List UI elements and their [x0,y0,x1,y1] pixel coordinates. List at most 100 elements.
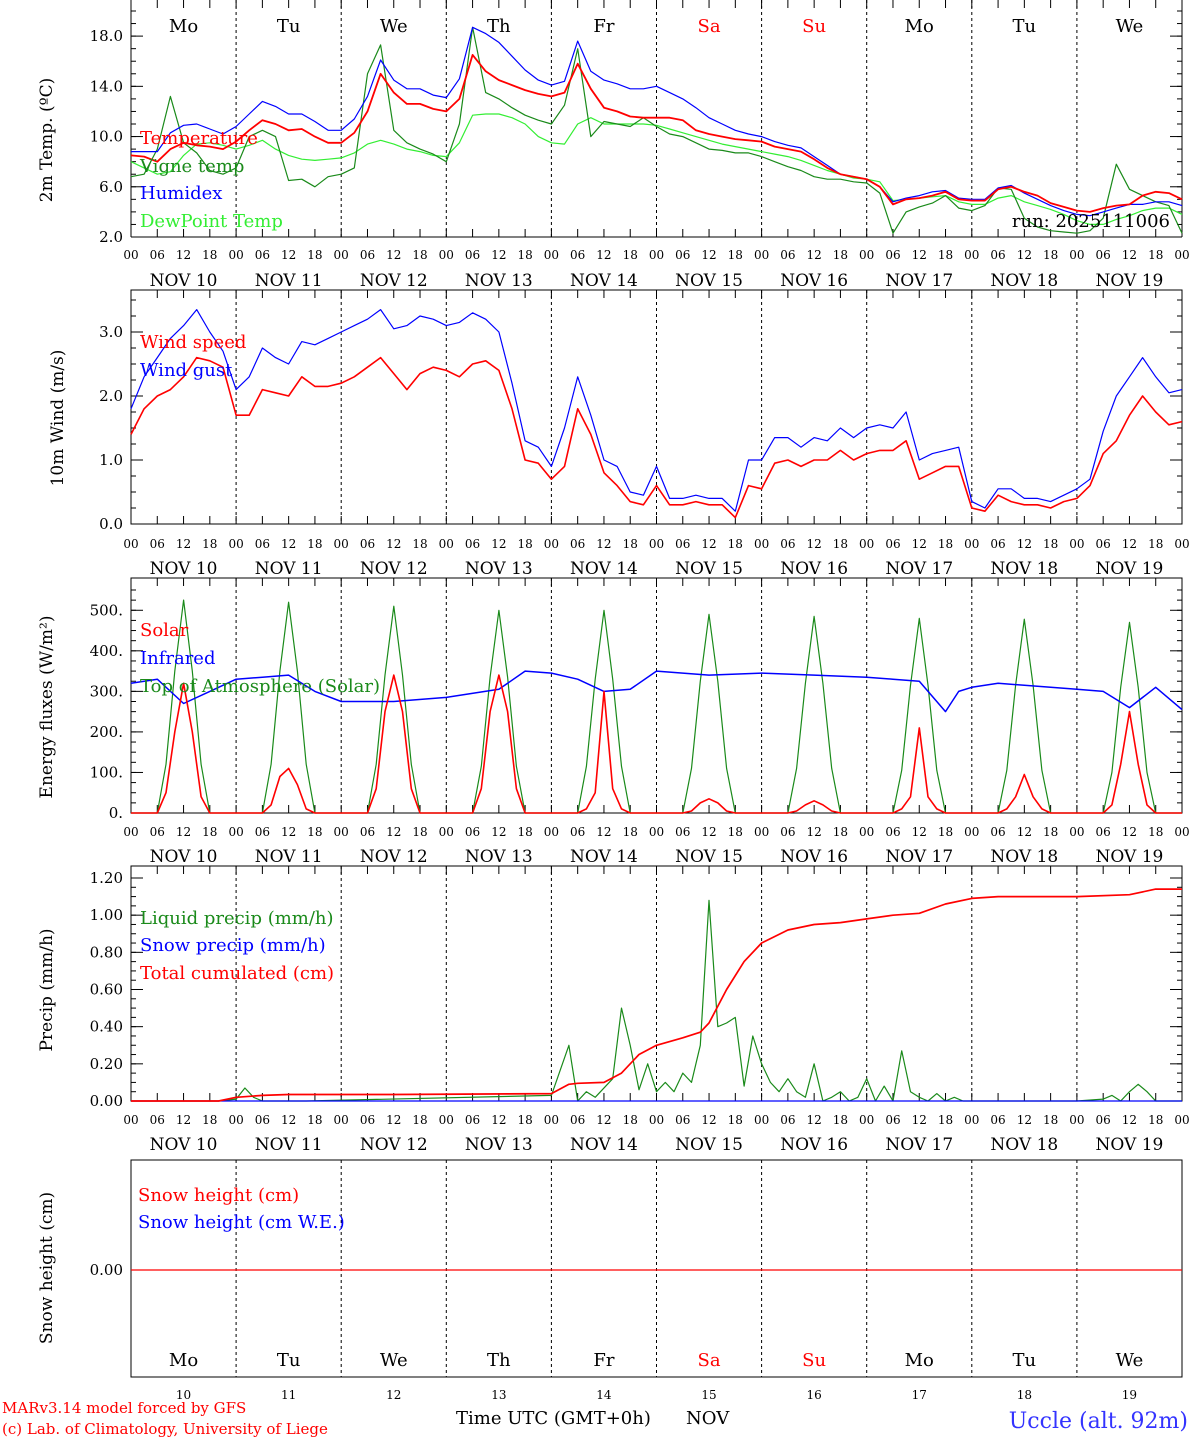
hour-label: 00 [1069,537,1084,551]
hour-label: 00 [544,825,559,839]
hour-label: 18 [833,825,848,839]
hour-label: 00 [439,248,454,262]
hour-label: 06 [360,537,375,551]
hour-label: 12 [1017,537,1032,551]
y-tick-label: 500. [90,601,123,619]
hour-label: 06 [780,537,795,551]
temperature-panel: 2.0 6.0 10.0 14.0 18.0 2m Temp. (ºC) Tempera… [37,0,1183,246]
weekday-label: We [380,1350,408,1371]
hour-label: 12 [1122,825,1137,839]
weekday-label: We [380,16,408,37]
hour-label: 00 [439,1113,454,1127]
date-label: NOV 19 [1096,271,1164,291]
weekday-label: Sa [698,1350,721,1371]
hour-label: 00 [123,537,138,551]
hour-label: 06 [675,1113,690,1127]
date-label: NOV 15 [675,847,743,867]
date-label: NOV 14 [570,559,638,579]
wind-panel: 0.0 1.0 2.0 3.0 10m Wind (m/s) Wind speed W… [48,289,1183,533]
hour-label: 12 [596,825,611,839]
hour-label: 12 [912,537,927,551]
hour-label: 06 [465,1113,480,1127]
hour-label: 06 [675,825,690,839]
hour-label: 18 [623,825,638,839]
line-vigne-temp [130,26,1183,234]
line-total-cumulated [131,888,1182,1102]
hour-label: 18 [412,537,427,551]
hour-label: 18 [412,1113,427,1127]
legend-snow-height-we: Snow height (cm W.E.) [138,1212,345,1233]
hour-label: 06 [255,537,270,551]
date-label: NOV 13 [465,271,533,291]
legend-wind-speed: Wind speed [140,332,246,353]
day-number-label: 17 [912,1388,927,1402]
hour-label: 18 [728,825,743,839]
line-solar [131,674,1182,814]
hour-label: 00 [228,825,243,839]
hour-label: 18 [1148,1113,1163,1127]
hour-label: 06 [570,1113,585,1127]
day-number-label: 16 [807,1388,822,1402]
hour-label: 00 [228,537,243,551]
y-tick-label: 0.60 [90,981,123,999]
y-tick-label: 0.20 [90,1055,123,1073]
weekday-label: Fr [593,16,614,37]
hour-label: 12 [176,248,191,262]
y-tick-label: 0.0 [99,515,123,533]
date-label: NOV 16 [780,271,848,291]
hour-label: 06 [780,825,795,839]
hour-label: 00 [964,825,979,839]
weekday-label: Mo [905,1350,934,1371]
y-tick-label: 0.00 [90,1092,123,1110]
credit-line-1: MARv3.14 model forced by GFS [2,1399,246,1417]
y-tick-label: 2.0 [99,387,123,405]
hour-label: 12 [1122,537,1137,551]
hour-label: 00 [649,537,664,551]
hour-label: 00 [964,537,979,551]
hour-label: 12 [491,537,506,551]
hour-label: 18 [517,537,532,551]
weekday-label: Th [487,16,511,37]
hour-label: 06 [255,248,270,262]
hour-label: 00 [754,537,769,551]
hour-label: 18 [1148,537,1163,551]
hour-label: 12 [281,825,296,839]
date-label: NOV 14 [570,271,638,291]
hour-label: 00 [1174,1113,1189,1127]
hour-label: 12 [807,248,822,262]
hour-label: 06 [990,1113,1005,1127]
hour-label: 06 [570,248,585,262]
date-label: NOV 14 [570,847,638,867]
hour-label: 18 [728,537,743,551]
weekday-label: Mo [169,16,198,37]
hour-label: 06 [465,537,480,551]
hour-label: 00 [649,1113,664,1127]
line-infrared [130,670,1183,713]
weekday-label: Mo [905,16,934,37]
date-label: NOV 13 [465,559,533,579]
hour-label: 18 [938,825,953,839]
date-label: NOV 17 [885,1135,953,1155]
hour-label: 18 [412,248,427,262]
y-tick-label: 400. [90,642,123,660]
legend-liquid-precip: Liquid precip (mm/h) [140,908,334,929]
y-tick-label: 300. [90,682,123,700]
date-label: NOV 13 [465,847,533,867]
hour-label: 00 [544,1113,559,1127]
hour-label: 18 [517,1113,532,1127]
hour-label: 12 [701,1113,716,1127]
hour-label: 00 [859,825,874,839]
date-label: NOV 10 [150,559,218,579]
y-tick-label: 0.40 [90,1018,123,1036]
hour-label: 00 [544,248,559,262]
hour-label: 00 [228,248,243,262]
hour-label: 18 [1148,825,1163,839]
hour-label: 06 [885,1113,900,1127]
hour-label: 06 [885,537,900,551]
hour-label: 06 [990,825,1005,839]
legend-snow-precip: Snow precip (mm/h) [140,935,326,956]
hour-label: 18 [1148,248,1163,262]
hour-label: 00 [964,1113,979,1127]
y-tick-label: 1.0 [99,451,123,469]
hour-label: 18 [1043,1113,1058,1127]
